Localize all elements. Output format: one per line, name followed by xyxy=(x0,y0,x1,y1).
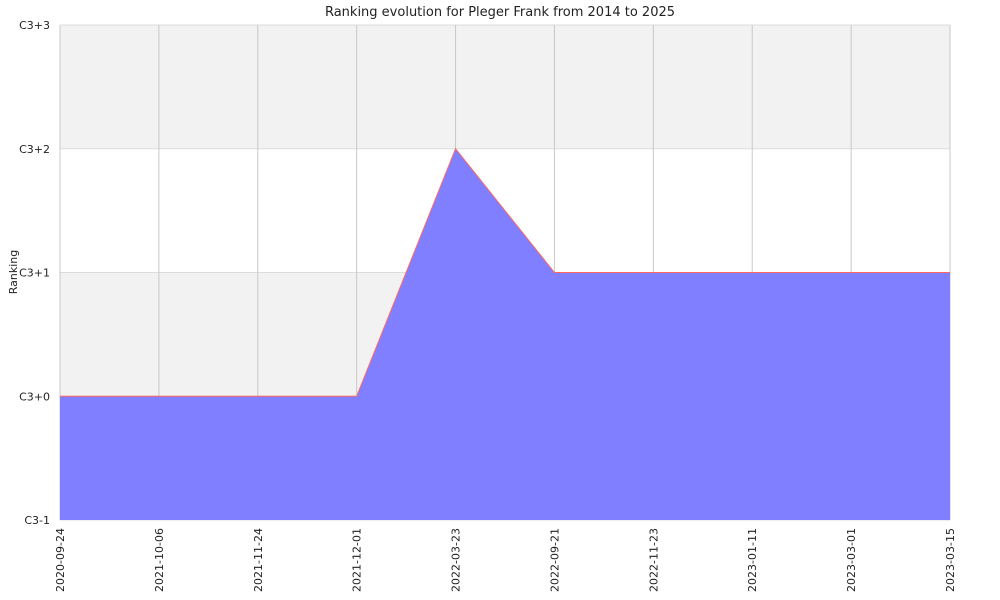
x-tick-label: 2022-03-23 xyxy=(450,528,463,592)
y-tick-label: C3-1 xyxy=(24,514,50,527)
area-fill xyxy=(60,148,950,520)
x-tick-label: 2021-12-01 xyxy=(351,528,364,592)
chart-title: Ranking evolution for Pleger Frank from … xyxy=(325,5,675,20)
series-line xyxy=(60,147,950,397)
x-tick-label: 2021-10-06 xyxy=(153,528,166,592)
x-tick-label: 2023-01-11 xyxy=(746,528,759,592)
y-tick-label: C3+3 xyxy=(19,19,50,32)
y-tick-label: C3+1 xyxy=(19,267,50,280)
band xyxy=(60,25,950,149)
x-tick-label: 2022-11-23 xyxy=(647,528,660,592)
x-tick-labels: 2020-09-24 2021-10-06 2021-11-24 2021-12-01… xyxy=(54,528,957,592)
y-tick-label: C3+0 xyxy=(19,390,50,403)
x-tick-label: 2022-09-21 xyxy=(548,528,561,592)
y-tick-labels: C3-1 C3+0 C3+1 C3+2 C3+3 xyxy=(19,19,50,527)
y-axis-label: Ranking xyxy=(7,250,20,295)
x-tick-label: 2021-11-24 xyxy=(252,528,265,592)
y-tick-label: C3+2 xyxy=(19,143,50,156)
series-area xyxy=(60,147,950,520)
x-tick-label: 2020-09-24 xyxy=(54,528,67,592)
x-tick-label: 2023-03-01 xyxy=(845,528,858,592)
x-tick-label: 2023-03-15 xyxy=(944,528,957,592)
